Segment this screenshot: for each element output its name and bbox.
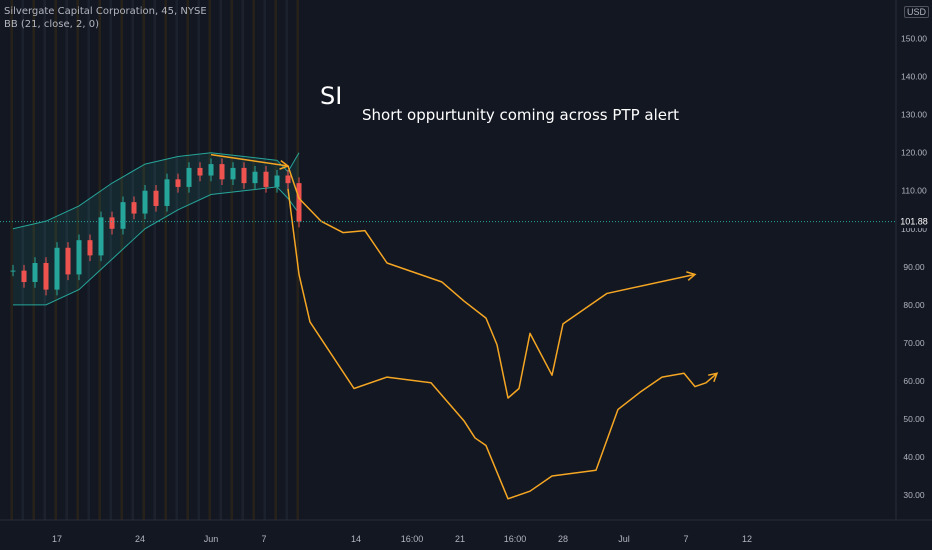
price-tick-label: 90.00 (903, 262, 925, 272)
candle-body (120, 202, 126, 229)
session-stripe (142, 0, 145, 520)
price-tick-label: 50.00 (903, 414, 925, 424)
time-tick-label: 24 (135, 534, 145, 544)
session-stripe (285, 0, 288, 520)
session-stripe (274, 0, 277, 520)
candle-body (142, 190, 148, 214)
session-stripe (197, 0, 200, 520)
band-fill (13, 152, 299, 305)
time-tick-label: 21 (455, 534, 465, 544)
candle-body (208, 164, 214, 176)
session-stripe (186, 0, 189, 520)
candle-body (98, 217, 104, 256)
candle-body (153, 190, 159, 206)
price-tick-label: 80.00 (903, 300, 925, 310)
time-tick-label: 7 (683, 534, 688, 544)
candle-body (65, 247, 71, 275)
session-stripe (252, 0, 255, 520)
bollinger-bands (12, 152, 300, 306)
ticker-annotation[interactable]: SI (320, 82, 343, 110)
session-stripe (120, 0, 123, 520)
candle-body (263, 171, 269, 187)
candle-body (230, 167, 236, 180)
candle-body (76, 240, 82, 275)
price-tick-label: 70.00 (903, 338, 925, 348)
price-tick-label: 100.00 (901, 224, 927, 234)
price-tick-label: 110.00 (901, 186, 927, 196)
session-stripe (98, 0, 101, 520)
time-tick-label: 7 (261, 534, 266, 544)
time-tick-label: 16:00 (504, 534, 527, 544)
candle-body (21, 270, 27, 283)
price-tick-label: 140.00 (901, 72, 927, 82)
session-stripe (21, 0, 24, 520)
time-tick-label: 17 (52, 534, 62, 544)
price-axis-area[interactable] (896, 0, 932, 520)
session-stripe (219, 0, 222, 520)
session-stripe (164, 0, 167, 520)
session-stripe (32, 0, 35, 520)
candle-body (10, 270, 16, 272)
session-stripe (87, 0, 90, 520)
time-tick-label: 28 (558, 534, 568, 544)
time-axis-area[interactable] (0, 520, 932, 550)
time-tick-label: 14 (351, 534, 361, 544)
session-stripe (10, 0, 13, 520)
candle-body (54, 247, 60, 290)
price-tick-label: 150.00 (901, 34, 927, 44)
candle-body (109, 217, 115, 229)
candle-body (32, 263, 38, 283)
candles (10, 158, 302, 296)
note-annotation[interactable]: Short oppurtunity coming across PTP aler… (362, 106, 680, 124)
time-tick-label: Jul (618, 534, 630, 544)
candle-body (296, 183, 302, 222)
candle-body (175, 179, 181, 187)
time-axis: 17 24 Jun 7 14 16:00 21 16:00 28 Jul 7 12 (52, 534, 752, 544)
price-tick-label: 60.00 (903, 376, 925, 386)
candle-body (274, 175, 280, 187)
projection-top-trendline (210, 153, 289, 167)
price-axis: 150.00 140.00 130.00 120.00 110.00 100.00 90.0… (901, 34, 927, 500)
time-tick-label: Jun (204, 534, 219, 544)
arrow-head (279, 159, 290, 170)
candle-body (285, 175, 291, 184)
candle-body (241, 167, 247, 184)
session-stripe (208, 0, 211, 520)
candle-body (87, 240, 93, 256)
candle-body (164, 179, 170, 206)
candle-body (131, 202, 137, 214)
price-tick-label: 40.00 (903, 452, 925, 462)
price-tick-label: 120.00 (901, 148, 927, 158)
current-price-label: 101.88 (900, 217, 928, 227)
arrow-head (686, 271, 697, 281)
candle-body (252, 171, 258, 184)
session-stripe (241, 0, 244, 520)
candle-body (197, 167, 203, 176)
session-stripe (153, 0, 156, 520)
candle-body (186, 167, 192, 187)
candle-body (43, 263, 49, 290)
projection-path-upper (287, 165, 696, 399)
indicator-legend[interactable]: BB (21, close, 2, 0) (4, 19, 99, 30)
session-stripe (230, 0, 233, 520)
upper-band-line (12, 152, 300, 230)
projection-path-lower (287, 188, 718, 500)
current-price-tag: 101.88 (897, 215, 931, 229)
candle-body (219, 164, 225, 180)
lower-band-line (13, 186, 300, 306)
symbol-legend[interactable]: Silvergate Capital Corporation, 45, NYSE (4, 6, 207, 17)
price-tick-label: 130.00 (901, 110, 927, 120)
projection-drawings (210, 153, 719, 500)
time-tick-label: 12 (742, 534, 752, 544)
session-stripe (263, 0, 266, 520)
time-tick-label: 16:00 (401, 534, 424, 544)
session-stripe (131, 0, 134, 520)
session-stripe (175, 0, 178, 520)
arrow-head (708, 372, 719, 382)
price-tick-label: 30.00 (903, 490, 925, 500)
currency-button[interactable]: USD (903, 6, 929, 18)
session-stripe (43, 0, 46, 520)
